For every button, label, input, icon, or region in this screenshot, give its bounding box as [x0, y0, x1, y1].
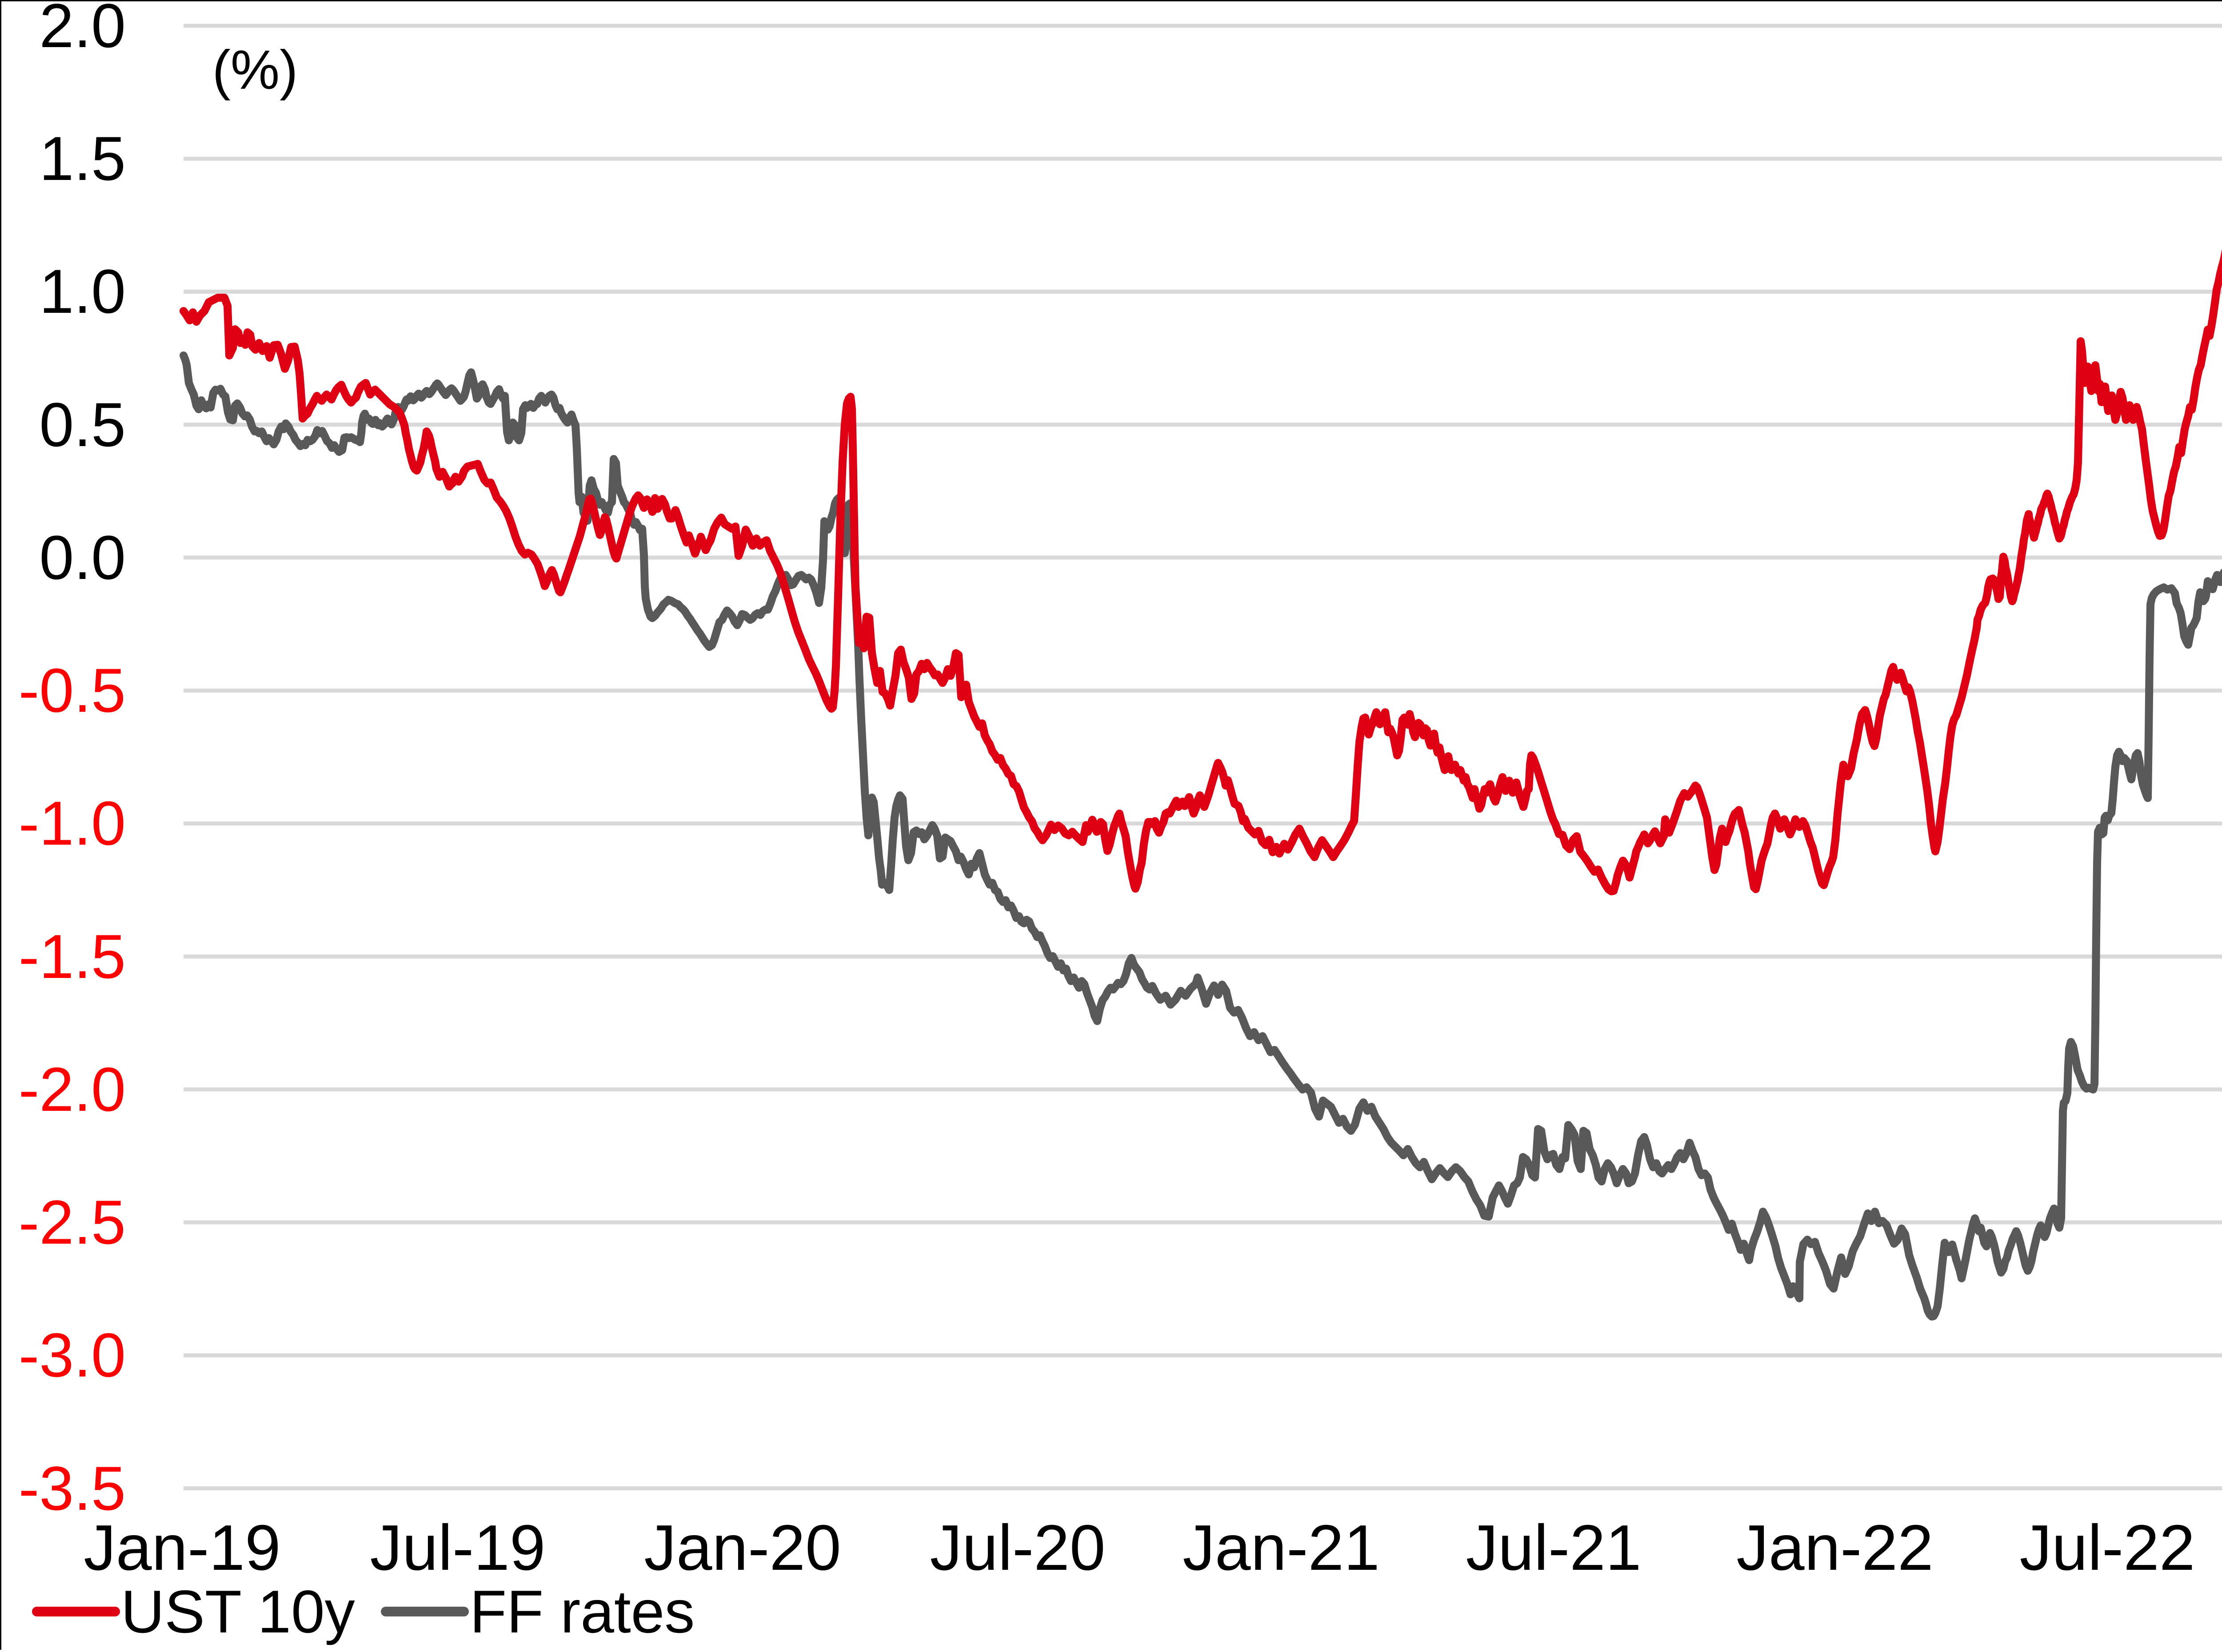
svg-text:-2.5: -2.5	[19, 1187, 126, 1257]
svg-text:-3.0: -3.0	[19, 1320, 126, 1390]
svg-text:2.0: 2.0	[39, 0, 126, 60]
svg-text:Jul-20: Jul-20	[930, 1512, 1106, 1584]
svg-text:Jan-22: Jan-22	[1736, 1512, 1933, 1584]
svg-text:-1.5: -1.5	[19, 922, 126, 991]
svg-text:-0.5: -0.5	[19, 655, 126, 725]
svg-text:-1.0: -1.0	[19, 788, 126, 858]
svg-text:FF rates: FF rates	[470, 1578, 695, 1645]
svg-text:1.5: 1.5	[39, 124, 126, 193]
svg-text:Jul-21: Jul-21	[1466, 1512, 1642, 1584]
svg-text:-2.0: -2.0	[19, 1054, 126, 1124]
svg-text:Jul-22: Jul-22	[2020, 1512, 2195, 1584]
svg-text:(%): (%)	[212, 40, 298, 101]
svg-text:Jan-21: Jan-21	[1183, 1512, 1379, 1584]
svg-text:Jul-19: Jul-19	[370, 1512, 546, 1584]
svg-text:0.5: 0.5	[39, 390, 126, 459]
svg-text:UST 10y: UST 10y	[121, 1578, 355, 1645]
svg-text:0.0: 0.0	[39, 523, 126, 592]
svg-text:-3.5: -3.5	[19, 1453, 126, 1523]
svg-text:Jan-20: Jan-20	[644, 1512, 841, 1584]
svg-text:Jan-19: Jan-19	[84, 1512, 280, 1584]
svg-text:1.0: 1.0	[39, 256, 126, 326]
